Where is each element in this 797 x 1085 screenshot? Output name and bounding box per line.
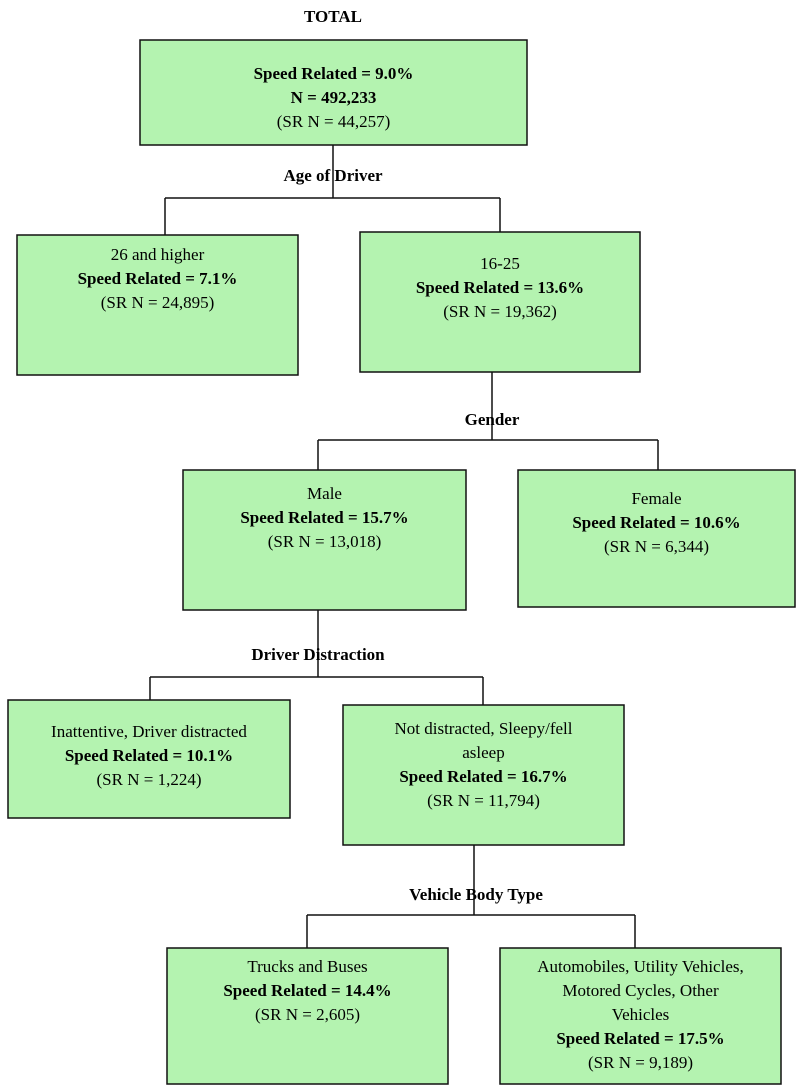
- speed-related: Speed Related = 17.5%: [556, 1029, 724, 1048]
- node-label: Inattentive, Driver distracted: [51, 722, 247, 741]
- speed-related: Speed Related = 9.0%: [254, 64, 414, 83]
- sr-n: (SR N = 13,018): [268, 532, 381, 551]
- node-label: asleep: [462, 743, 504, 762]
- node-box: [182, 469, 467, 611]
- sr-n: (SR N = 9,189): [588, 1053, 693, 1072]
- node-label: Not distracted, Sleepy/fell: [395, 719, 573, 738]
- node-box: [166, 947, 449, 1085]
- split-label: Gender: [465, 410, 520, 429]
- node-label: Automobiles, Utility Vehicles,: [537, 957, 744, 976]
- speed-related: Speed Related = 13.6%: [416, 278, 584, 297]
- node-label: 26 and higher: [111, 245, 205, 264]
- node-box: [16, 234, 299, 376]
- speed-related: Speed Related = 14.4%: [223, 981, 391, 1000]
- node-box: [517, 469, 796, 608]
- split-label: Age of Driver: [283, 166, 383, 185]
- sr-n: (SR N = 44,257): [277, 112, 390, 131]
- speed-related: Speed Related = 10.1%: [65, 746, 233, 765]
- node-label: Female: [631, 489, 681, 508]
- split-label: Driver Distraction: [251, 645, 385, 664]
- split-label: Vehicle Body Type: [409, 885, 543, 904]
- node-box: [342, 704, 625, 846]
- node-label: Vehicles: [612, 1005, 670, 1024]
- speed-related: Speed Related = 10.6%: [572, 513, 740, 532]
- sr-n: (SR N = 6,344): [604, 537, 709, 556]
- sr-n: (SR N = 1,224): [97, 770, 202, 789]
- node-box: [499, 947, 782, 1085]
- sr-n: (SR N = 24,895): [101, 293, 214, 312]
- sr-n: (SR N = 2,605): [255, 1005, 360, 1024]
- node-box: [7, 699, 291, 819]
- node-label: Male: [307, 484, 342, 503]
- sr-n: (SR N = 11,794): [427, 791, 540, 810]
- sr-n: (SR N = 19,362): [443, 302, 556, 321]
- node-label: Trucks and Buses: [247, 957, 367, 976]
- node-label: 16-25: [480, 254, 520, 273]
- node-box: [139, 39, 528, 146]
- node-label: Motored Cycles, Other: [562, 981, 719, 1000]
- node-box: [359, 231, 641, 373]
- speed-related: Speed Related = 16.7%: [399, 767, 567, 786]
- speed-related: Speed Related = 15.7%: [240, 508, 408, 527]
- speed-related: Speed Related = 7.1%: [78, 269, 238, 288]
- node-n: N = 492,233: [291, 88, 377, 107]
- tree-title: TOTAL: [304, 7, 362, 26]
